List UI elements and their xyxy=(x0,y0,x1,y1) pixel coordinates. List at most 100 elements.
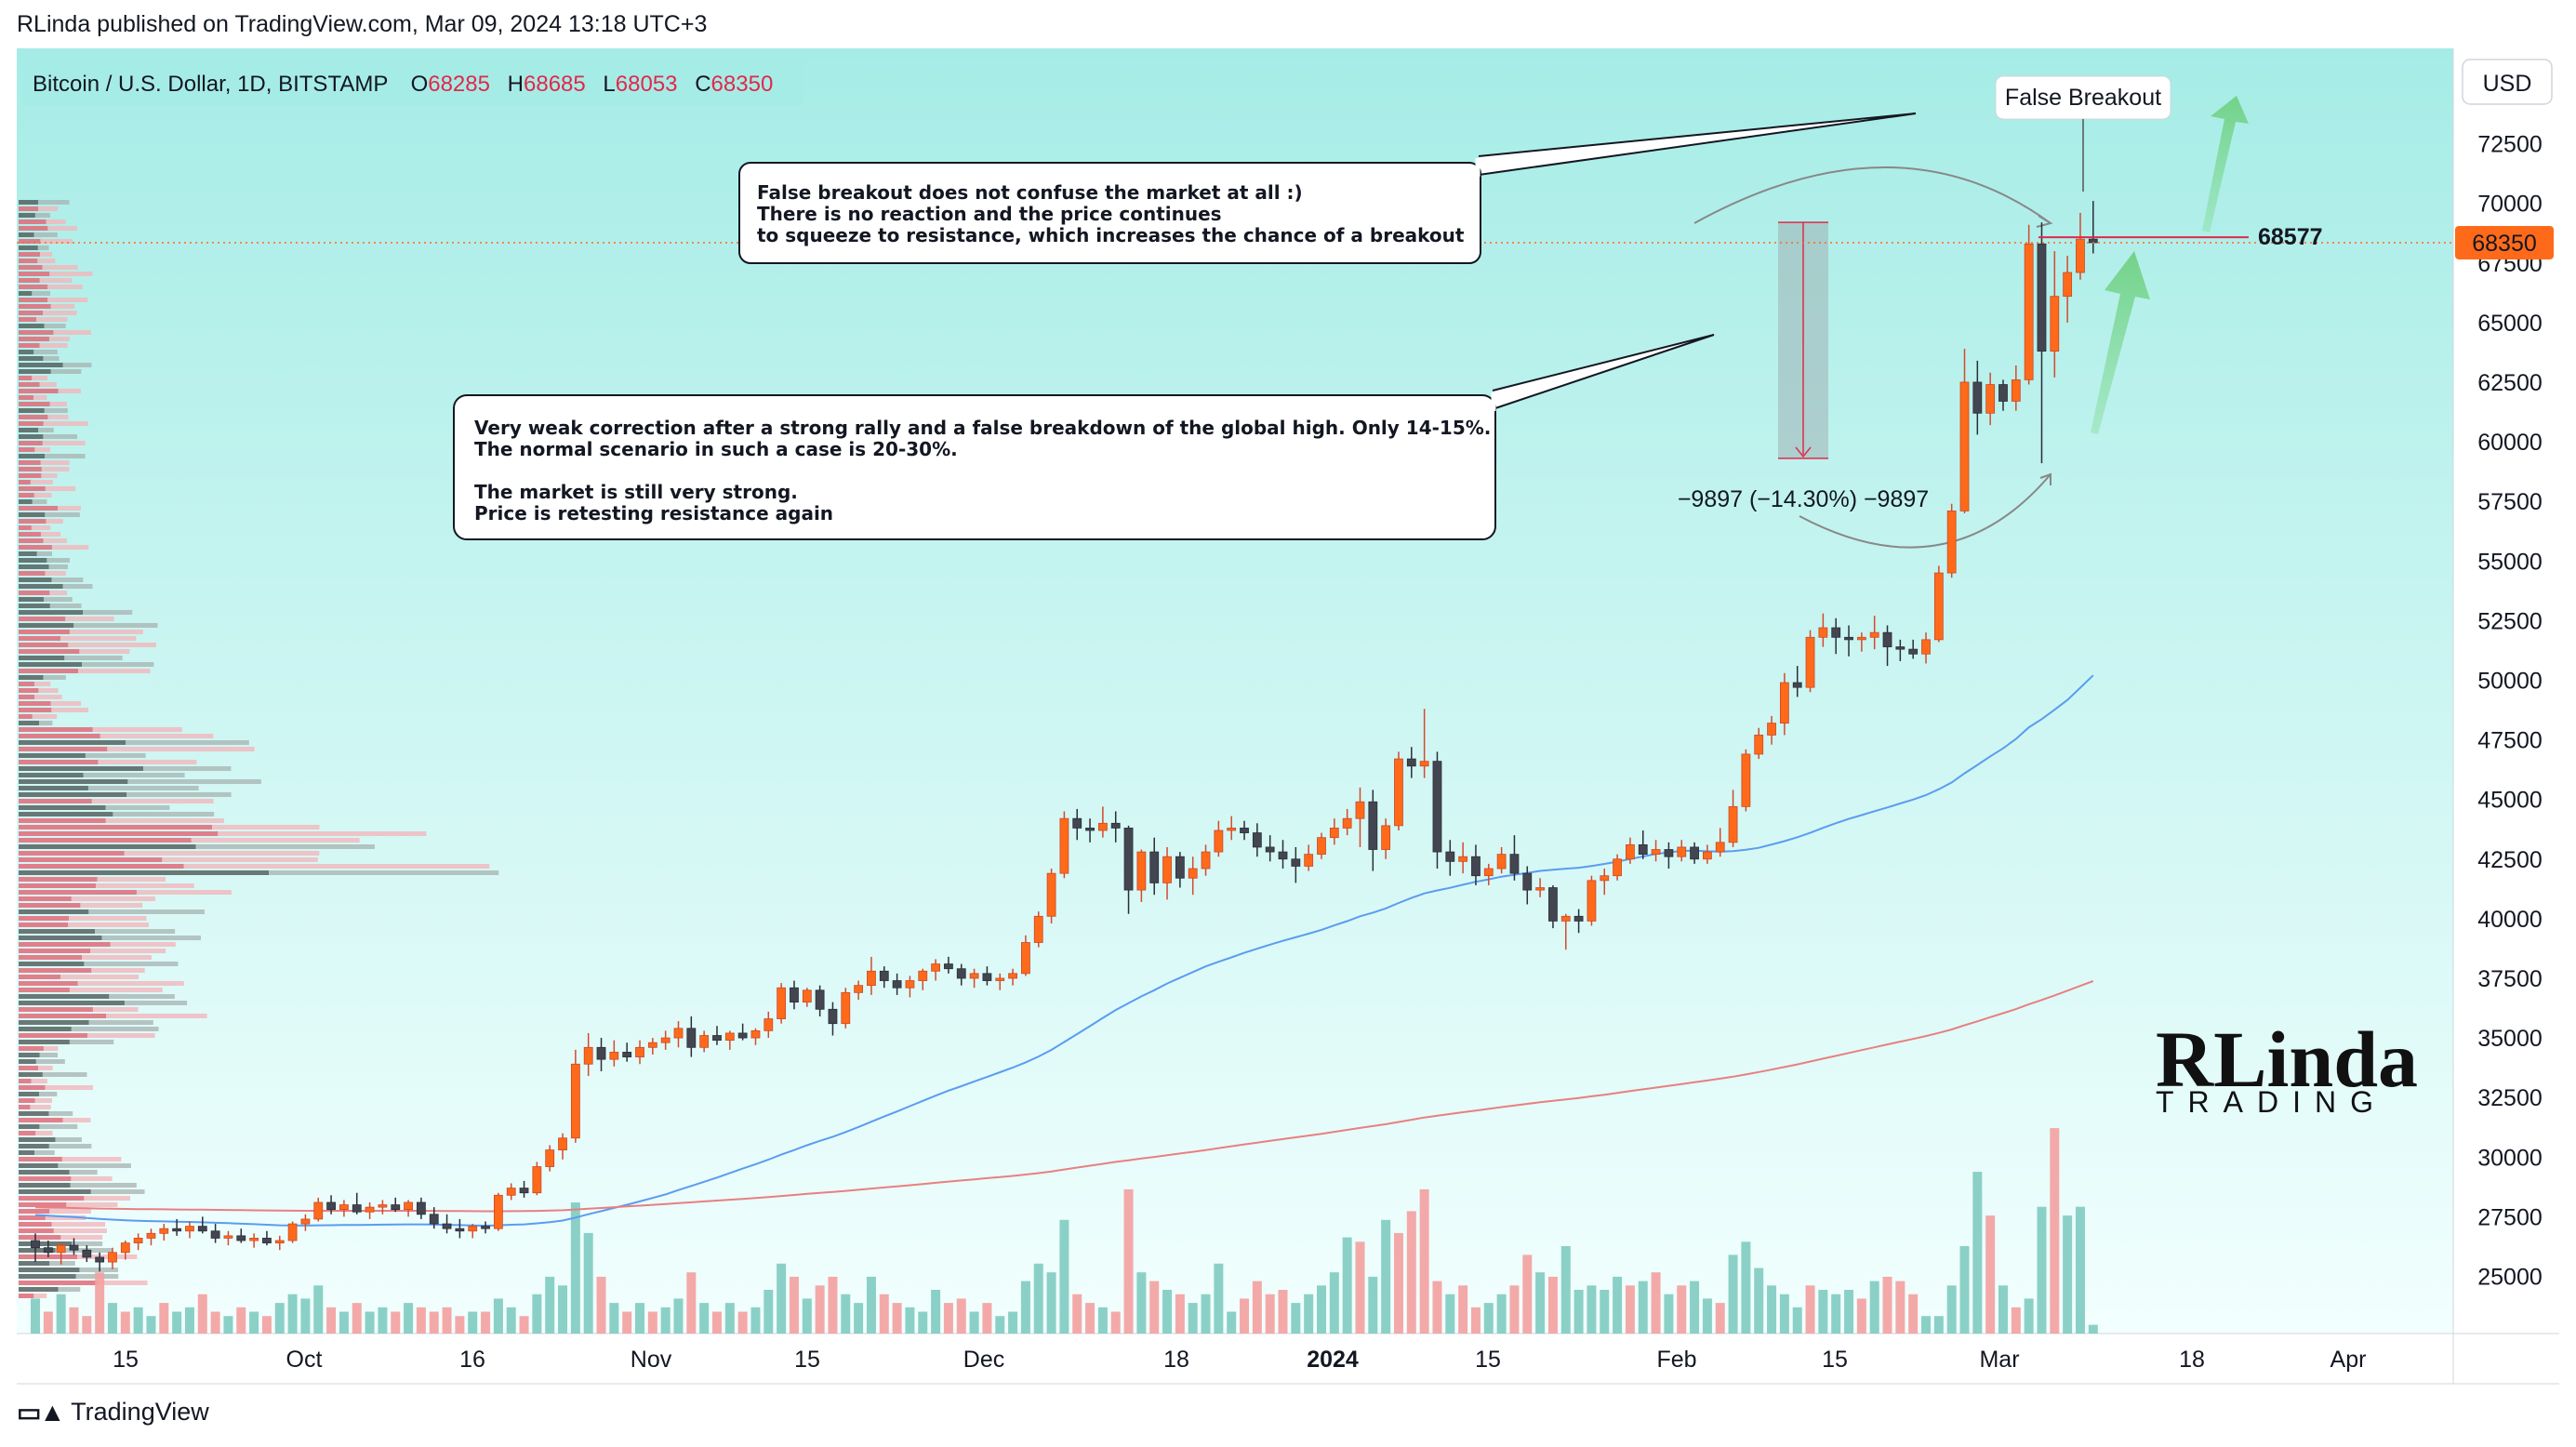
profile-bar xyxy=(19,851,125,856)
candle-body xyxy=(1985,384,1996,414)
profile-bar xyxy=(19,200,38,205)
candle-body xyxy=(712,1035,722,1042)
profile-bar xyxy=(19,272,50,276)
measure-arrow-head xyxy=(1795,446,1812,458)
candle-body xyxy=(404,1201,413,1211)
profile-bar xyxy=(33,232,58,237)
volume-bar xyxy=(1393,1232,1403,1334)
profile-bar xyxy=(32,714,58,719)
candle-body xyxy=(686,1028,697,1048)
profile-bar xyxy=(19,747,108,751)
candle-body xyxy=(1728,805,1738,843)
candle-body xyxy=(519,1188,529,1194)
callout-false-breakout[interactable]: False breakout does not confuse the mark… xyxy=(738,113,1917,264)
profile-bar xyxy=(58,389,81,393)
volume-bar xyxy=(1149,1281,1160,1334)
volume-bar xyxy=(1291,1303,1301,1334)
profile-bar xyxy=(19,337,49,341)
profile-bar xyxy=(47,298,88,302)
profile-bar xyxy=(30,480,53,485)
candle-body xyxy=(146,1232,156,1239)
profile-bar xyxy=(19,1176,72,1181)
profile-bar xyxy=(19,1014,107,1018)
volume-bar xyxy=(777,1263,787,1334)
candle-body xyxy=(1626,843,1635,860)
profile-bar xyxy=(19,949,91,953)
profile-bar xyxy=(19,239,41,244)
symbol-legend[interactable]: Bitcoin / U.S. Dollar, 1D, BITSTAMP O682… xyxy=(22,61,803,106)
volume-bar xyxy=(1033,1263,1043,1334)
candle-body xyxy=(1690,846,1699,860)
candle-body xyxy=(1651,849,1661,856)
volume-bar xyxy=(2088,1324,2098,1334)
currency-button[interactable]: USD xyxy=(2462,59,2553,105)
volume-bar xyxy=(711,1311,722,1334)
profile-bar xyxy=(269,870,499,875)
candle-body xyxy=(1278,851,1288,860)
candle-body xyxy=(1587,880,1597,922)
candle-body xyxy=(1703,851,1712,860)
profile-bar xyxy=(19,467,42,471)
profile-bar xyxy=(19,812,113,816)
profile-bar xyxy=(42,265,78,270)
candle-body xyxy=(2050,296,2060,352)
profile-bar xyxy=(218,831,427,836)
volume-bar xyxy=(1110,1311,1121,1334)
candle-body xyxy=(1123,828,1134,891)
volume-bar xyxy=(1587,1285,1597,1334)
profile-bar xyxy=(19,766,144,771)
candle-body xyxy=(918,970,928,981)
profile-bar xyxy=(35,1059,65,1064)
volume-bar xyxy=(1342,1237,1352,1334)
volume-bar xyxy=(1921,1316,1932,1334)
volume-bar xyxy=(2011,1307,2021,1334)
false-breakout-tag[interactable]: False Breakout xyxy=(1995,75,2171,192)
profile-bar xyxy=(19,864,184,869)
note2-line2: The normal scenario in such a case is 20… xyxy=(474,438,958,460)
resistance-label: 68577 xyxy=(2258,224,2323,250)
profile-bar xyxy=(19,1215,46,1220)
profile-bar xyxy=(19,1118,63,1122)
profile-bar xyxy=(19,486,46,491)
profile-bar xyxy=(38,428,54,432)
candle-body xyxy=(1908,648,1919,655)
candle-body xyxy=(596,1046,606,1060)
profile-bar xyxy=(19,259,38,263)
note2-line4: The market is still very strong. xyxy=(474,481,798,503)
callout-weak-correction[interactable]: Very weak correction after a strong rall… xyxy=(453,334,1715,540)
time-axis[interactable]: 15 Oct 16 Nov 15 Dec 18 2024 15 Feb 15 Mar 18 Apr xyxy=(113,1347,2366,1373)
legend-open-key: O xyxy=(411,72,429,97)
profile-bar xyxy=(91,799,214,803)
profile-bar xyxy=(30,1105,51,1109)
ma-red-line xyxy=(34,980,2094,1213)
candle-body xyxy=(1715,842,1725,853)
profile-bar xyxy=(31,525,51,530)
profile-bar xyxy=(32,291,50,296)
candle-body xyxy=(1381,825,1391,850)
candles[interactable] xyxy=(31,201,2098,1272)
footer[interactable]: ▭▲ TradingView xyxy=(17,1397,209,1427)
legend-high-key: H xyxy=(508,72,524,97)
profile-bar xyxy=(45,1085,93,1090)
candle-body xyxy=(1933,572,1944,641)
volume-bar xyxy=(172,1311,182,1334)
volume-bar xyxy=(69,1307,79,1334)
profile-bar xyxy=(19,584,63,589)
price-range-measure[interactable]: −9897 (−14.30%) −9897 xyxy=(1678,221,1929,512)
candle-body xyxy=(1445,851,1455,862)
candle-body xyxy=(69,1244,79,1251)
candle-body xyxy=(699,1035,710,1048)
profile-bar xyxy=(101,936,201,940)
volume-bar xyxy=(1613,1276,1623,1334)
candle-body xyxy=(1882,631,1892,647)
profile-bar xyxy=(19,1281,98,1285)
profile-bar xyxy=(80,903,143,908)
profile-bar xyxy=(45,571,66,576)
profile-bar xyxy=(50,304,75,309)
profile-bar xyxy=(19,1033,88,1038)
volume-bar xyxy=(570,1202,580,1334)
profile-bar xyxy=(46,219,66,224)
time-tick-10: 15 xyxy=(1822,1347,1848,1373)
profile-bar xyxy=(19,844,196,849)
